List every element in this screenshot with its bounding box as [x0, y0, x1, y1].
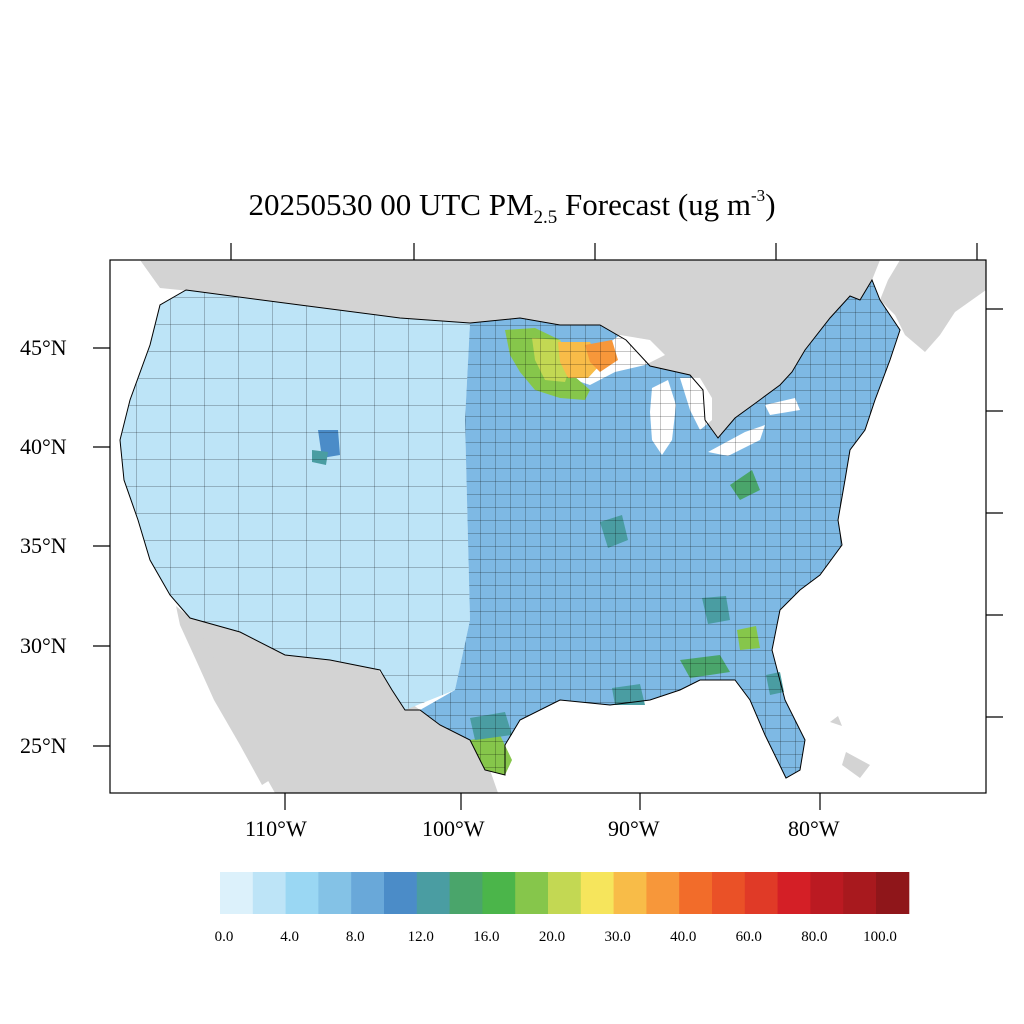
colorbar-swatch: [777, 872, 811, 914]
colorbar-tick-label: 4.0: [280, 929, 299, 945]
colorbar-tick-label: 100.0: [863, 929, 897, 945]
lat-label-45: 45°N: [20, 335, 67, 360]
axis-ticks: [93, 243, 1003, 810]
colorbar-swatch: [580, 872, 615, 914]
lat-label-35: 35°N: [20, 533, 67, 558]
canada-land: [140, 260, 880, 438]
colorbar-tick-label: 12.0: [407, 929, 434, 945]
colorbar-swatch: [613, 872, 647, 914]
colorbar-swatch: [515, 872, 549, 914]
map-title: 20250530 00 UTC PM2.5 Forecast (ug m-3): [248, 186, 776, 228]
colorbar-swatch: [318, 872, 352, 914]
colorbar-tick-label: 16.0: [473, 929, 500, 945]
colorbar-swatch: [548, 872, 582, 914]
colorbar-swatch: [712, 872, 746, 914]
colorbar-swatch: [449, 872, 483, 914]
colorbar: [220, 872, 910, 914]
colorbar-tick-label: 60.0: [735, 929, 762, 945]
colorbar-swatch: [351, 872, 385, 914]
colorbar-swatch: [285, 872, 319, 914]
colorbar-tick-label: 80.0: [801, 929, 828, 945]
colorbar-swatch: [876, 872, 910, 914]
us-outline: [119, 278, 901, 779]
lon-label-80w: 80°W: [788, 816, 840, 841]
baja-california: [176, 606, 270, 785]
canada-maritimes: [880, 260, 986, 352]
colorbar-swatch: [384, 872, 418, 914]
colorbar-swatch: [416, 872, 451, 914]
colorbar-swatch: [220, 872, 254, 914]
colorbar-swatch: [744, 872, 779, 914]
county-lines-west: [120, 290, 470, 710]
lon-label-90w: 90°W: [608, 816, 660, 841]
colorbar-swatch: [679, 872, 713, 914]
colorbar-swatch: [252, 872, 287, 914]
colorbar-swatch: [810, 872, 844, 914]
lat-label-30: 30°N: [20, 633, 67, 658]
lat-label-25: 25°N: [20, 733, 67, 758]
colorbar-swatch: [482, 872, 516, 914]
colorbar-tick-label: 40.0: [670, 929, 697, 945]
colorbar-tick-label: 30.0: [604, 929, 631, 945]
lon-label-110w: 110°W: [245, 816, 307, 841]
lat-label-40: 40°N: [20, 434, 67, 459]
lon-label-100w: 100°W: [422, 816, 485, 841]
map-frame: [109, 259, 987, 794]
colorbar-tick-label: 20.0: [538, 929, 566, 945]
colorbar-tick-label: 0.0: [214, 929, 234, 945]
colorbar-swatch: [843, 872, 877, 914]
colorbar-tick-label: 8.0: [345, 929, 365, 945]
county-lines-east: [420, 280, 900, 778]
cuba-bahamas: [830, 716, 870, 778]
colorbar-swatch: [646, 872, 680, 914]
